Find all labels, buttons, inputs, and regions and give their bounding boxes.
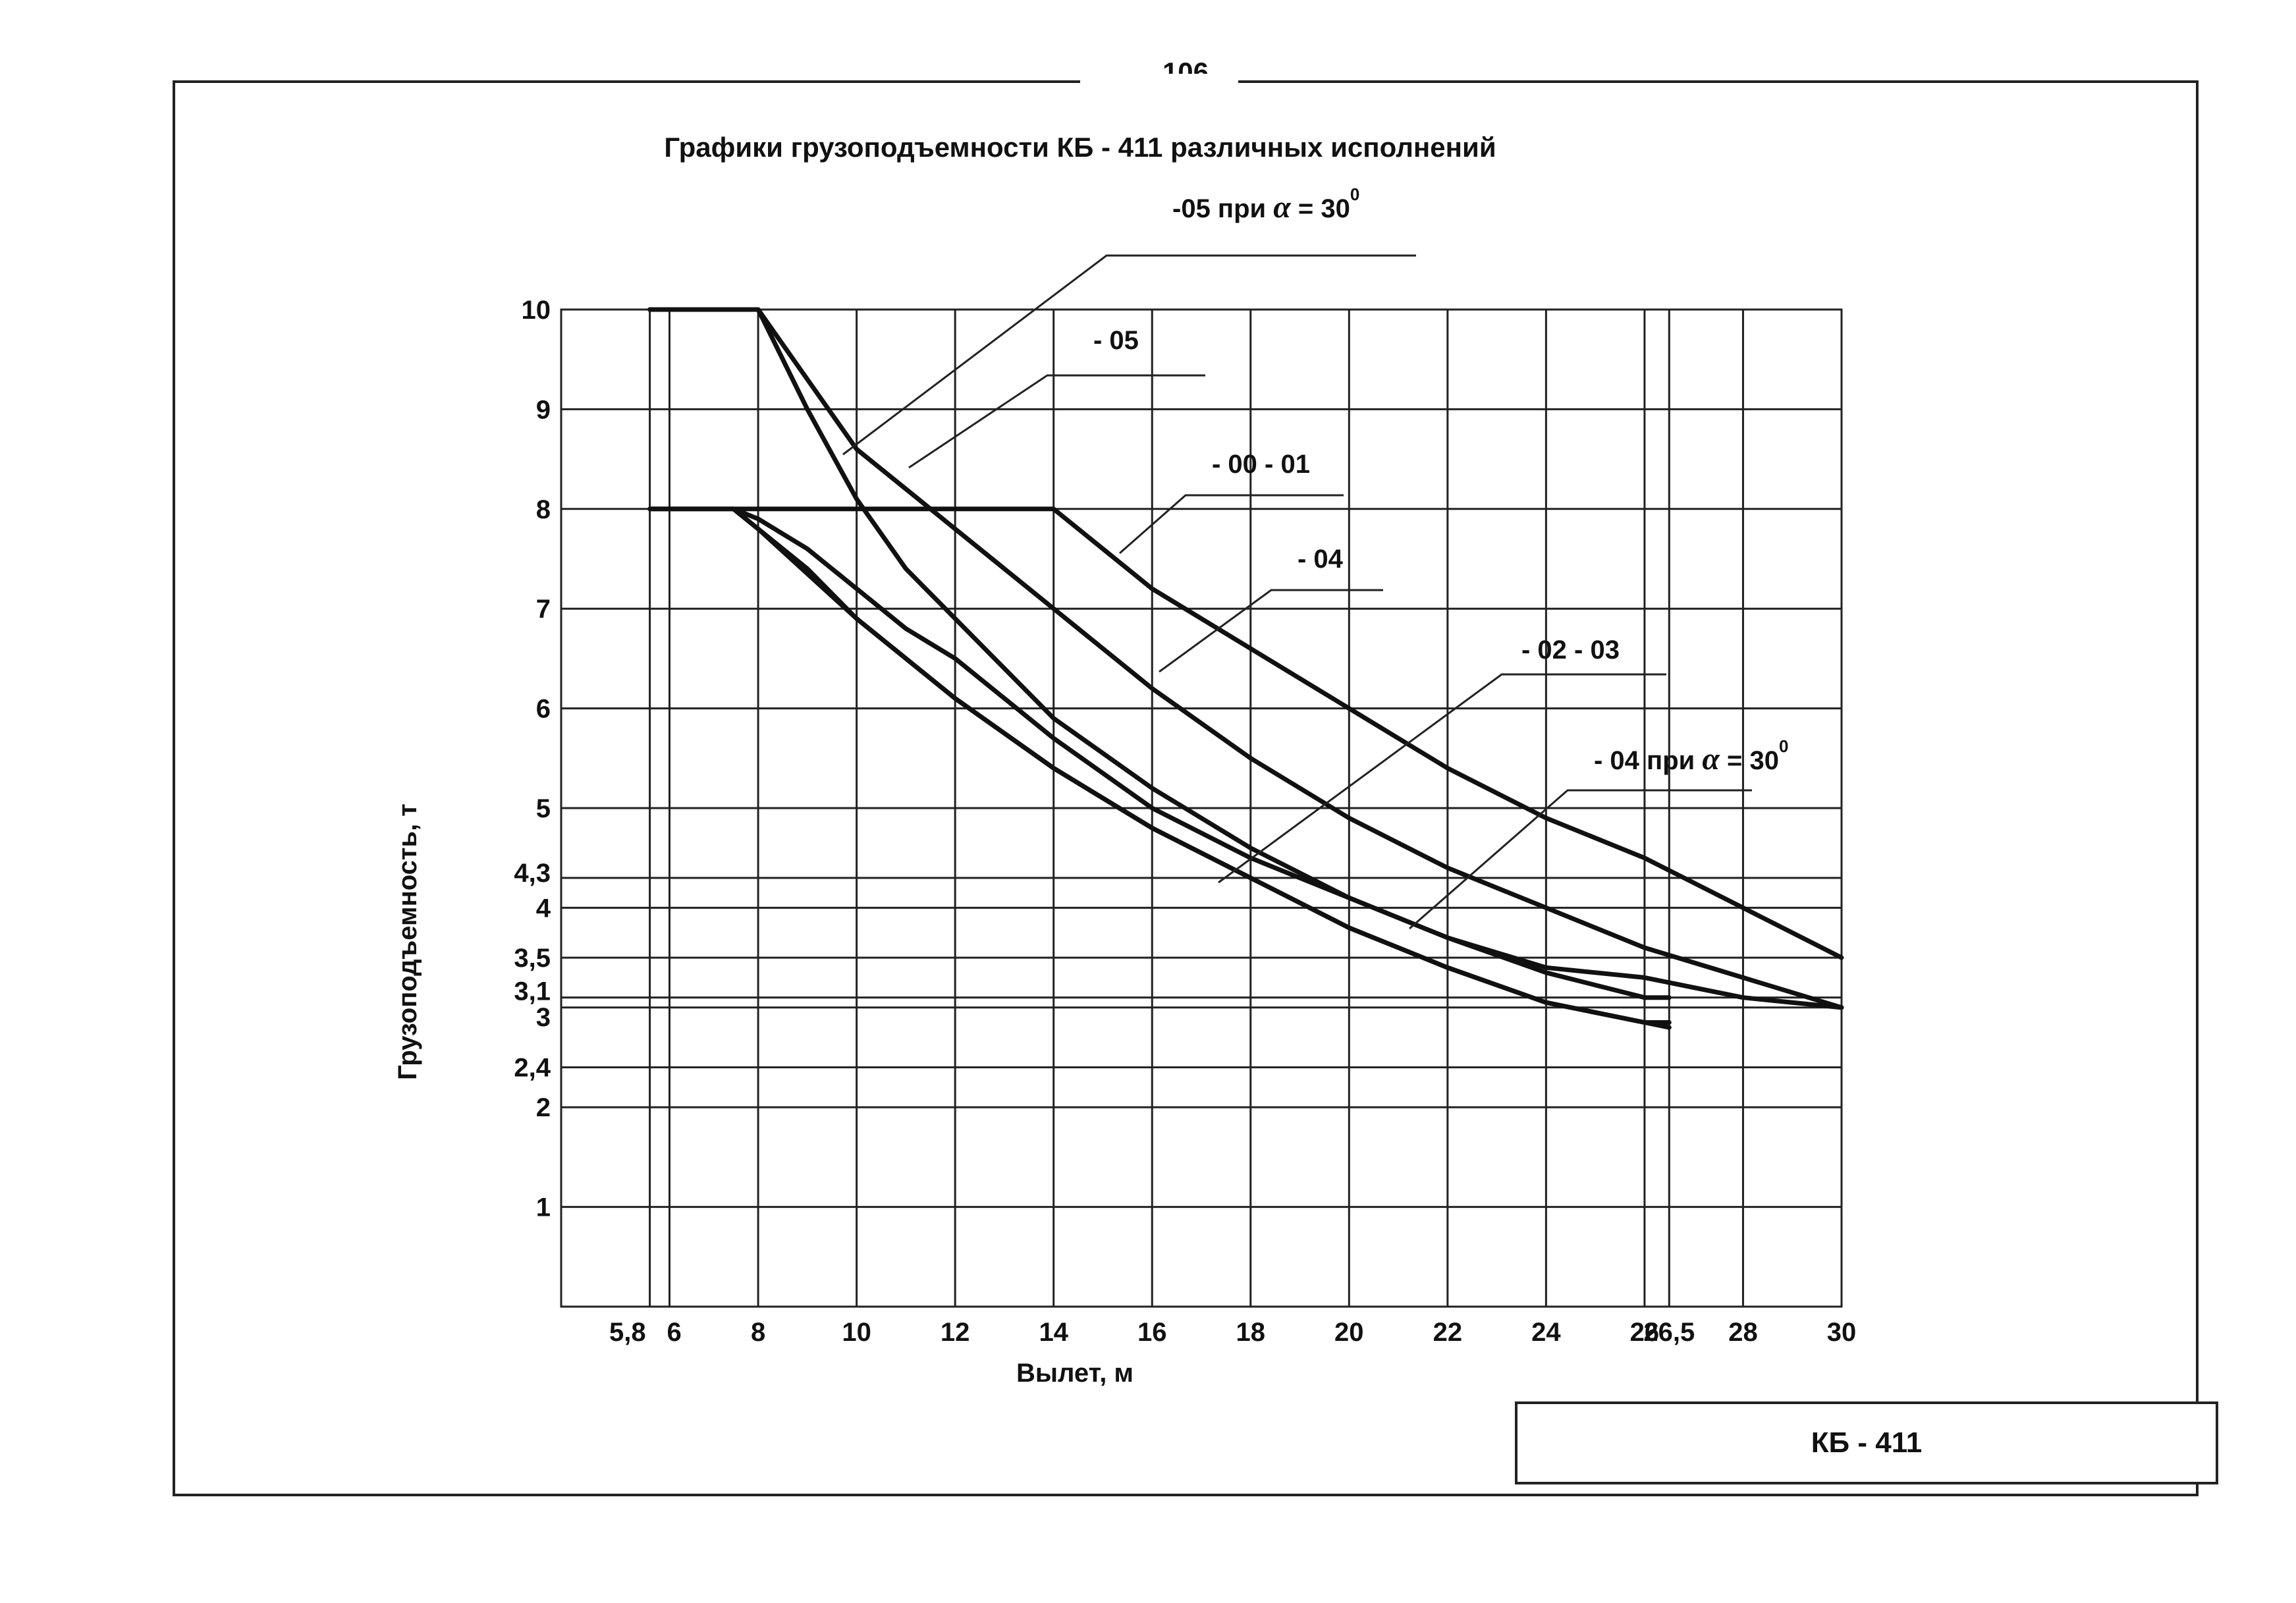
y-tick-label: 9 bbox=[536, 395, 551, 424]
x-tick-label: 20 bbox=[1334, 1318, 1364, 1347]
y-tick-label: 4 bbox=[536, 894, 551, 923]
series-label: -05 при α = 300 bbox=[1172, 184, 1359, 225]
x-tick-label: 26,5 bbox=[1643, 1318, 1695, 1347]
callout-leader bbox=[1218, 673, 1666, 884]
y-tick-label: 1 bbox=[536, 1193, 551, 1222]
y-tick-label: 7 bbox=[536, 595, 551, 624]
x-tick-label: 5,8 bbox=[609, 1318, 646, 1347]
series-label: - 04 bbox=[1298, 545, 1344, 574]
y-tick-labels: 10 9 8 7 6 5 4,3 4 3,5 3,13 2,4 2 1 bbox=[514, 296, 551, 1222]
x-tick-label: 22 bbox=[1433, 1318, 1463, 1347]
y-tick-label: 2,4 bbox=[514, 1054, 551, 1083]
x-tick-label: 12 bbox=[941, 1318, 970, 1347]
callout-leader bbox=[1159, 589, 1383, 673]
x-tick-label: 26 bbox=[1630, 1318, 1660, 1347]
x-tick-label: 24 bbox=[1531, 1318, 1561, 1347]
x-tick-label: 28 bbox=[1728, 1318, 1758, 1347]
stamp-label: КБ - 411 bbox=[1811, 1426, 1923, 1459]
x-tick-label: 30 bbox=[1827, 1318, 1857, 1347]
series-callouts: -05 при α = 300 - 05 - 00 - 01 - 04 - 02 - 0… bbox=[842, 184, 1788, 930]
series-label: - 02 - 03 bbox=[1521, 636, 1620, 665]
y-tick-label: 6 bbox=[536, 695, 551, 724]
callout-leader bbox=[1409, 789, 1752, 930]
x-tick-label: 14 bbox=[1039, 1318, 1068, 1347]
series-line bbox=[647, 307, 1672, 1000]
series-line bbox=[731, 506, 1672, 1030]
callout-leader bbox=[842, 254, 1416, 456]
x-tick-label: 10 bbox=[842, 1318, 871, 1347]
series-label: - 04 при α = 300 bbox=[1594, 736, 1788, 776]
y-axis-label: Грузоподъемность, т bbox=[393, 803, 422, 1080]
y-tick-label: 8 bbox=[536, 495, 551, 524]
x-tick-label: 6 bbox=[667, 1318, 681, 1347]
header-gap bbox=[1080, 74, 1238, 90]
chart-series bbox=[647, 307, 1844, 1030]
x-axis-label: Вылет, м bbox=[1016, 1359, 1134, 1388]
x-tick-label: 8 bbox=[751, 1318, 765, 1347]
series-line bbox=[731, 506, 1672, 1025]
chart-grid bbox=[560, 308, 1843, 1308]
title-block-stamp: КБ - 411 bbox=[1515, 1401, 2218, 1484]
series-label: - 00 - 01 bbox=[1212, 450, 1310, 479]
series-line bbox=[647, 506, 1844, 1010]
chart-title: Графики грузоподъемности КБ - 411 различ… bbox=[664, 132, 1496, 163]
y-tick-label: 3,5 bbox=[514, 944, 551, 973]
callout-leader bbox=[1119, 494, 1344, 555]
series-line bbox=[647, 506, 1844, 960]
y-tick-label: 2 bbox=[536, 1093, 551, 1122]
x-tick-label: 18 bbox=[1236, 1318, 1266, 1347]
series-label: - 05 bbox=[1093, 326, 1139, 355]
stamp-rule bbox=[2196, 1401, 2218, 1404]
y-tick-label: 4,3 bbox=[514, 859, 551, 888]
y-tick-label: 5 bbox=[536, 794, 551, 823]
y-tick-label: 3,1 bbox=[514, 977, 551, 1006]
y-tick-label: 3 bbox=[536, 1003, 551, 1032]
callout-leader bbox=[908, 374, 1205, 469]
x-tick-label: 16 bbox=[1137, 1318, 1167, 1347]
y-tick-label: 10 bbox=[522, 296, 551, 325]
series-line bbox=[647, 307, 1844, 1010]
